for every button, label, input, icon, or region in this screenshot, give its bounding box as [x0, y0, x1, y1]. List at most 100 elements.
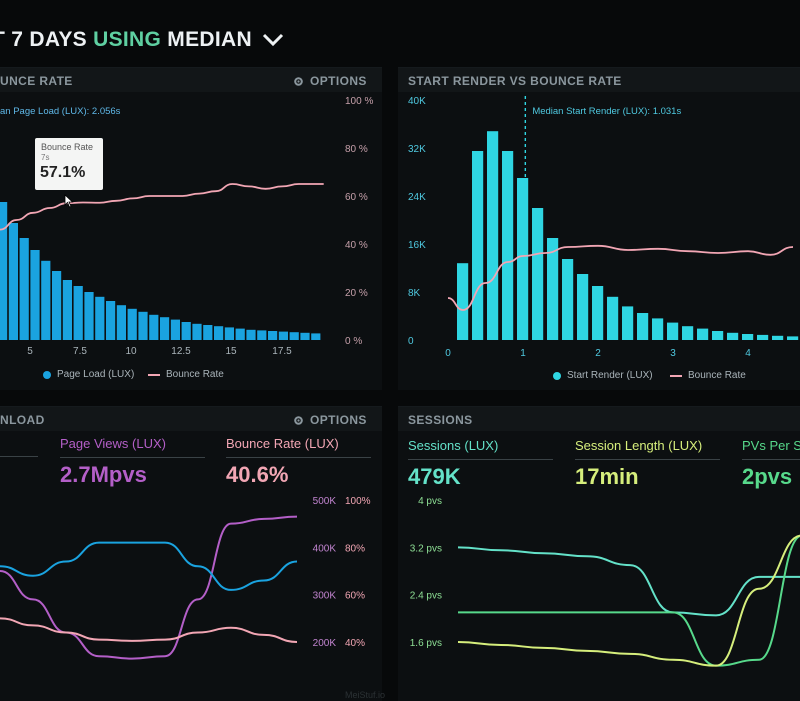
start-render-bar [517, 178, 529, 340]
start-render-bar [667, 322, 679, 340]
page-load-bar [19, 238, 29, 340]
y-tick-label: 400K [313, 543, 337, 554]
page-load-bar [300, 332, 310, 340]
legend-bounce-rate-2: Bounce Rate [670, 370, 746, 381]
legend-label: Start Render (LUX) [567, 370, 653, 381]
page-load-bar [116, 305, 126, 340]
page-load-bar [0, 202, 8, 340]
panel-title: SESSIONS [408, 413, 473, 427]
y-tick-label: 20 % [345, 288, 368, 299]
page-title[interactable]: T 7 DAYS USING MEDIAN [0, 28, 284, 52]
bounce-rate-line [447, 244, 794, 311]
median-label: an Page Load (LUX): 2.056s [0, 106, 121, 117]
legend-page-load: Page Load (LUX) [43, 369, 134, 380]
legend-dot-icon [553, 371, 561, 380]
page-load-bar [214, 326, 224, 340]
x-tick-label: 15 [225, 346, 237, 357]
legend-label: Bounce Rate [166, 369, 224, 380]
chevron-down-icon[interactable] [262, 33, 284, 47]
x-tick-label: 12.5 [171, 346, 191, 357]
options-button[interactable]: OPTIONS [293, 74, 367, 88]
y-tick-label: 16K [408, 240, 426, 251]
page-load-bar [106, 301, 116, 340]
page-load-bar [192, 323, 202, 340]
y-tick-label: 4 pvs [418, 496, 442, 507]
start-render-bar [787, 336, 799, 340]
metric-rule [408, 459, 553, 460]
page-load-bar [311, 333, 321, 340]
metric-label-session-length: Session Length (LUX) [575, 438, 703, 453]
options-label: OPTIONS [310, 413, 367, 427]
page-load-bar [289, 332, 299, 340]
metric-label-page-views: Page Views (LUX) [60, 436, 166, 451]
metric-value-sessions: 479K [408, 464, 461, 489]
page-load-bar [181, 322, 191, 340]
tooltip-value: 57.1% [40, 164, 86, 181]
y-tick-label: 1.6 pvs [410, 638, 442, 649]
start-render-bar [592, 286, 604, 340]
x-tick-label: 5 [27, 346, 33, 357]
page-load-bar [246, 329, 256, 340]
y-tick-label: 500K [313, 496, 337, 507]
median-label: Median Start Render (LUX): 1.031s [532, 106, 681, 117]
start-render-bar [577, 274, 589, 340]
panel-title: UNCE RATE [0, 74, 73, 88]
y-tick-label: 300K [313, 591, 337, 602]
page-load-bar [30, 250, 40, 340]
start-render-bar [697, 328, 709, 340]
legend-start-render: Start Render (LUX) [553, 370, 653, 381]
metric-value-bounce-rate: 40.6% [226, 462, 289, 487]
x-tick-label: 7.5 [73, 346, 87, 357]
metric-value-pvs-per-session: 2pvs [742, 464, 793, 489]
x-tick-label: 3 [670, 348, 676, 359]
x-tick-label: 17.5 [272, 346, 292, 357]
y-tick-label: 0 [408, 336, 414, 347]
panel-title: START RENDER VS BOUNCE RATE [408, 74, 622, 88]
bounce-rate-chart: 0 % 20 % 40 % 60 % 80 % 100 % 5 7.5 10 12.5 15 17.5… [0, 96, 373, 357]
y-tick-label: 40K [408, 96, 426, 107]
page-load-chart: 200K 300K 400K 500K 40% 60% 80% 100% [0, 496, 371, 660]
y-tick-label: 80% [345, 543, 365, 554]
pvs-per-session-line [457, 534, 800, 667]
tooltip-title: Bounce Rate [41, 142, 94, 152]
panel-header: SESSIONS [398, 407, 800, 431]
metric-value-page-views: 2.7Mpvs [60, 462, 147, 487]
cursor-icon [64, 194, 74, 208]
y-tick-label: 60 % [345, 192, 368, 203]
options-label: OPTIONS [310, 74, 367, 88]
page-load-bar [268, 331, 278, 340]
metric-label-bounce-rate: Bounce Rate (LUX) [226, 436, 339, 451]
legend-line-icon [670, 374, 682, 377]
page-load-bar [8, 223, 18, 340]
gear-icon [294, 76, 303, 86]
page-views-line [0, 515, 298, 660]
start-render-bar [712, 331, 724, 340]
y-tick-label: 100% [345, 496, 371, 507]
panel-header: NLOAD OPTIONS [0, 407, 382, 431]
panel-header: START RENDER VS BOUNCE RATE [398, 68, 800, 92]
page-load-bar [257, 330, 267, 340]
x-tick-label: 4 [745, 348, 751, 359]
y-tick-label: 80 % [345, 144, 368, 155]
session-length-line [458, 535, 800, 667]
start-render-bar [757, 334, 769, 340]
page-load-bar [278, 331, 288, 340]
y-tick-label: 8K [408, 288, 421, 299]
legend-label: Page Load (LUX) [57, 369, 135, 380]
y-tick-label: 2.4 pvs [410, 591, 442, 602]
metric-rule [60, 457, 205, 458]
legend-dot-icon [43, 370, 51, 379]
start-render-chart: 0 8K 16K 24K 32K 40K 0 1 2 3 4 Median Start Render … [408, 96, 799, 359]
legend-label: Bounce Rate [688, 370, 746, 381]
y-tick-label: 24K [408, 192, 426, 203]
start-render-bar [547, 238, 559, 340]
bounce-rate-tooltip: Bounce Rate 7s 57.1% [35, 138, 103, 190]
page-load-bar [170, 319, 180, 340]
bounce-rate-blue-line [0, 541, 298, 591]
sessions-chart: 1.6 pvs 2.4 pvs 3.2 pvs 4 pvs [410, 496, 800, 667]
options-button[interactable]: OPTIONS [293, 413, 367, 427]
metric-rule [742, 459, 800, 460]
x-tick-label: 2 [595, 348, 601, 359]
start-render-bar [502, 151, 514, 340]
metric-rule [575, 459, 720, 460]
